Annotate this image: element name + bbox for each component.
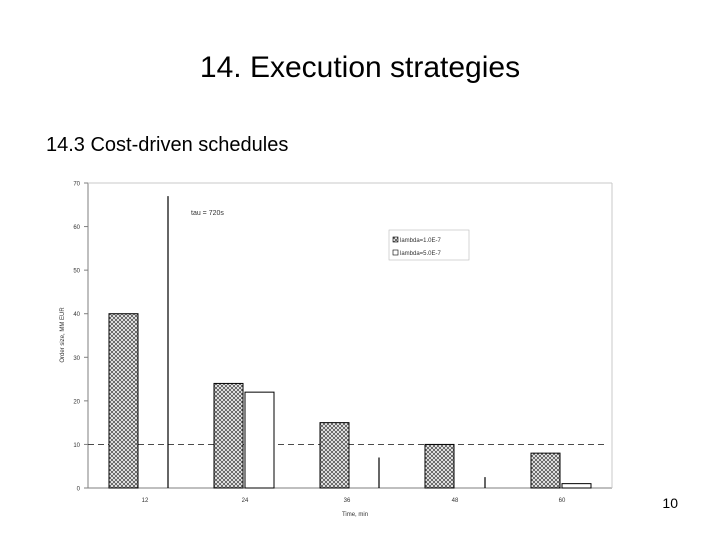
bar-series-1 — [424, 443, 455, 489]
page-number: 10 — [662, 495, 678, 511]
y-axis-title: Order size, MM EUR — [60, 307, 66, 363]
slide-title: 14. Execution strategies — [199, 51, 521, 84]
bar-series-1 — [213, 382, 244, 489]
legend-label-series-2: lambda=5.0E-7 — [400, 251, 442, 257]
y-tick-label: 50 — [73, 269, 80, 275]
tau-annotation: tau = 720s — [191, 210, 224, 217]
legend-box — [388, 229, 470, 261]
x-tick-label: 24 — [242, 498, 249, 504]
x-tick-label: 60 — [559, 498, 566, 504]
legend-swatch-series-1 — [392, 236, 399, 243]
y-tick-label: 70 — [73, 182, 80, 188]
y-tick-label: 60 — [73, 225, 80, 231]
x-tick-label: 36 — [344, 498, 351, 504]
bar-series-1 — [530, 452, 561, 489]
bar-series-1 — [319, 422, 350, 489]
y-tick-label: 10 — [73, 443, 80, 449]
legend-swatch-series-2 — [392, 249, 399, 256]
y-tick-label: 40 — [73, 312, 80, 318]
x-tick-label: 48 — [452, 498, 459, 504]
y-tick-label: 30 — [73, 356, 80, 362]
x-axis-title: Time, min — [342, 512, 368, 518]
bar-series-1 — [108, 313, 139, 489]
slide-subtitle: 14.3 Cost-driven schedules — [46, 134, 289, 156]
x-tick-label: 12 — [142, 498, 149, 504]
y-tick-label: 0 — [77, 487, 81, 493]
bar-series-2 — [561, 483, 592, 489]
y-tick-label: 20 — [73, 399, 80, 405]
legend-label-series-1: lambda=1.0E-7 — [400, 238, 442, 244]
bar-series-2 — [244, 391, 275, 489]
